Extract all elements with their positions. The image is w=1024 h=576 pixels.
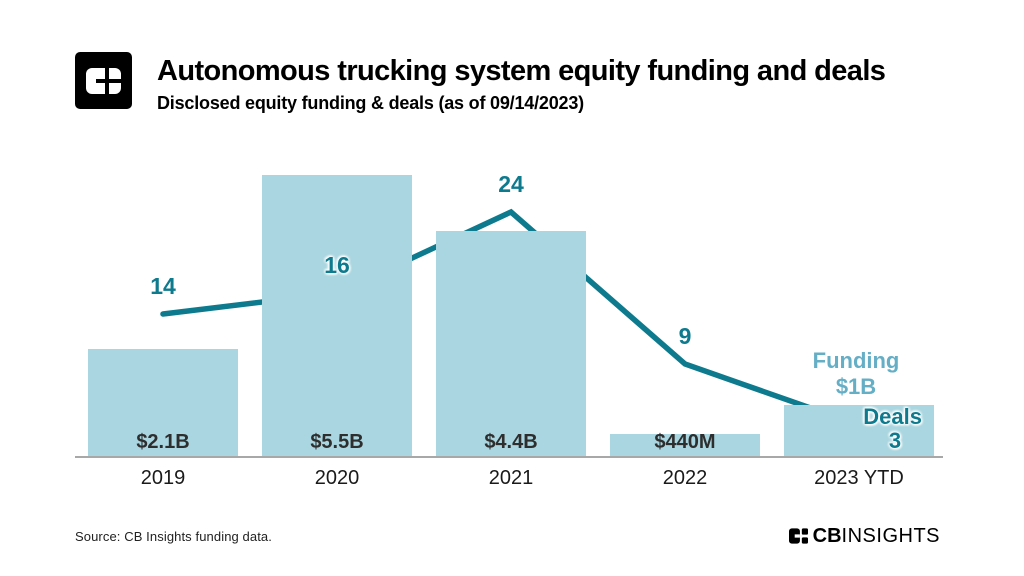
page-title: Autonomous trucking system equity fundin… <box>157 55 886 87</box>
brand-name: CBINSIGHTS <box>813 525 940 548</box>
funding-bar-2022 <box>610 434 760 456</box>
brand-wordmark: CBINSIGHTS <box>788 525 940 548</box>
source-note: Source: CB Insights funding data. <box>75 529 272 544</box>
funding-bar-2019 <box>88 349 238 456</box>
x-axis-label: 2020 <box>314 467 360 489</box>
funding-last-value: $1B <box>835 374 877 399</box>
funding-bar-2023-ytd <box>784 405 934 456</box>
funding-bar-2021 <box>436 231 586 456</box>
deals-value-label: 24 <box>498 171 524 197</box>
funding-value-label: $2.1B <box>136 431 190 453</box>
deals-value-label: 9 <box>678 323 692 349</box>
cb-insights-footer-icon <box>788 528 808 544</box>
x-axis-label: 2019 <box>140 467 186 489</box>
brand-cb-text: CB <box>812 524 842 547</box>
x-axis-label: 2023 YTD <box>814 467 904 489</box>
funding-value-label: $440M <box>654 431 716 453</box>
funding-series-label: Funding <box>812 348 900 373</box>
deals-value-label: 14 <box>150 273 176 299</box>
funding-value-label: $4.4B <box>484 431 538 453</box>
deals-value-label: 16 <box>324 252 350 278</box>
page-subtitle: Disclosed equity funding & deals (as of … <box>157 93 584 113</box>
brand-insights-text: INSIGHTS <box>841 524 940 547</box>
deals-series-label: Deals <box>863 404 922 429</box>
funding-value-label: $5.5B <box>310 431 364 453</box>
cb-insights-logo-icon <box>75 52 132 109</box>
x-axis-label: 2021 <box>488 467 534 489</box>
x-axis-line <box>75 456 943 458</box>
funding-bar-2020 <box>262 175 412 456</box>
x-axis-label: 2022 <box>662 467 708 489</box>
deals-last-value: 3 <box>888 428 902 453</box>
